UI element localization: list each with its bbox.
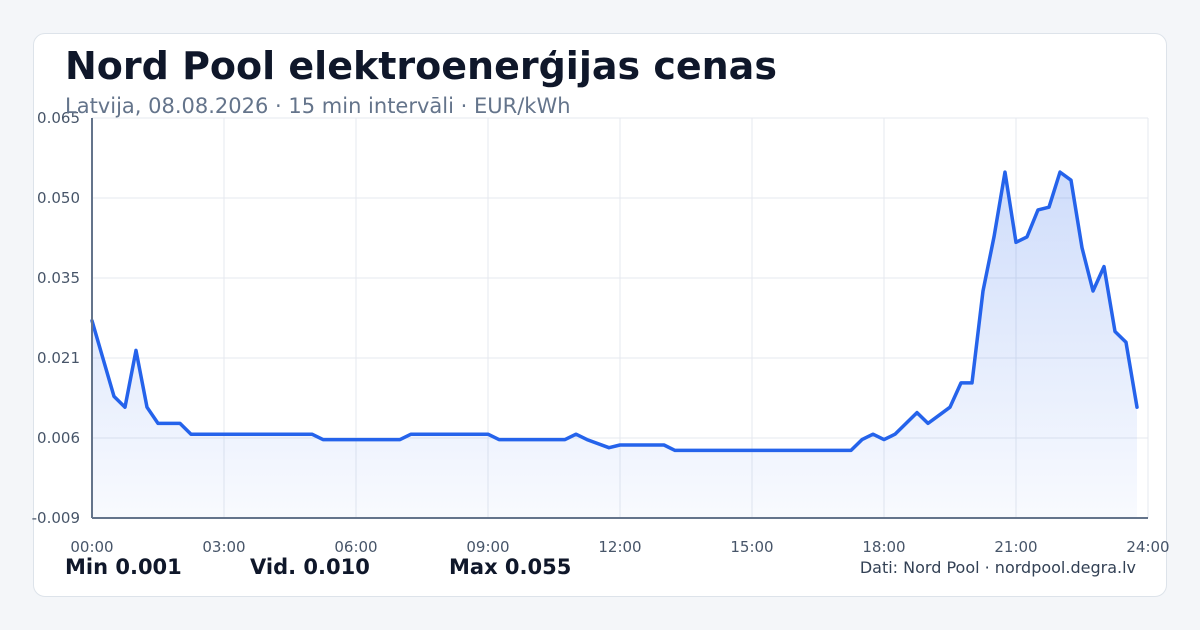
x-tick-labels: 00:00 03:00 06:00 09:00 12:00 15:00 18:00 21:00… (70, 538, 1169, 556)
x-tick-label: 09:00 (466, 538, 509, 556)
x-tick-label: 21:00 (994, 538, 1037, 556)
stat-max: Max 0.055 (449, 555, 572, 579)
stat-min: Min 0.001 (65, 555, 182, 579)
x-tick-label: 06:00 (334, 538, 377, 556)
chart-subtitle: Latvija, 08.08.2026 · 15 min intervāli ·… (65, 94, 571, 118)
chart-title: Nord Pool elektroenerģijas cenas (65, 44, 777, 88)
x-tick-label: 18:00 (862, 538, 905, 556)
y-tick-label: 0.021 (37, 349, 80, 367)
axes (91, 118, 1148, 519)
x-tick-label: 00:00 (70, 538, 113, 556)
price-line (90, 170, 1139, 453)
price-area-fill (92, 172, 1137, 518)
y-tick-label: 0.035 (37, 269, 80, 287)
y-tick-label: 0.050 (37, 189, 80, 207)
y-tick-label: 0.006 (37, 429, 80, 447)
x-tick-label: 15:00 (730, 538, 773, 556)
stat-average: Vid. 0.010 (250, 555, 370, 579)
x-tick-label: 03:00 (202, 538, 245, 556)
y-tick-label: -0.009 (32, 509, 80, 527)
y-tick-label: 0.065 (37, 109, 80, 127)
y-tick-labels: 0.065 0.050 0.035 0.021 0.006 -0.009 (32, 109, 80, 527)
x-tick-label: 24:00 (1126, 538, 1169, 556)
data-source: Dati: Nord Pool · nordpool.degra.lv (859, 558, 1136, 577)
x-tick-label: 12:00 (598, 538, 641, 556)
